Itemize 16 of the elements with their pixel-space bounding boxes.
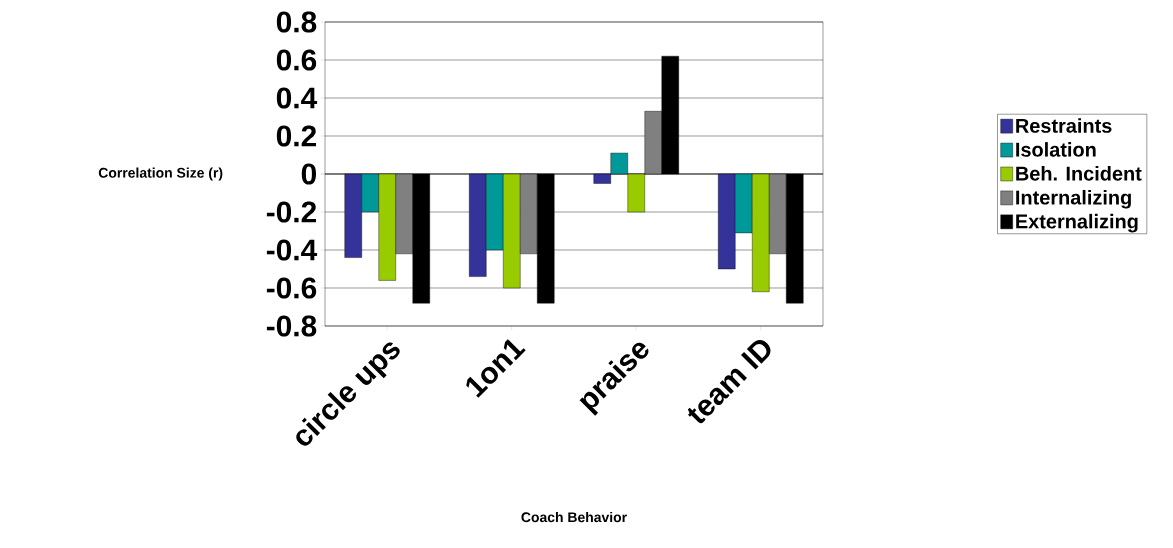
legend-label: Internalizing: [1016, 189, 1131, 209]
y-axis-title: Correlation Size (r): [98, 167, 223, 181]
y-tick-label: 0.8: [276, 11, 317, 33]
y-tick-label: 0.4: [276, 87, 318, 109]
legend-label: Externalizing: [1016, 213, 1138, 233]
legend-label: Restraints: [1016, 118, 1112, 133]
legend-label: Isolation: [1016, 142, 1096, 157]
legend-label: Beh. Incident: [1016, 166, 1142, 181]
y-tick-label: -0.6: [266, 277, 317, 299]
x-axis-title: Coach Behavior: [521, 511, 627, 523]
y-tick-label: 0.2: [276, 125, 317, 147]
y-tick-label: -0.4: [266, 239, 318, 261]
y-tick-label: -0.2: [266, 201, 317, 223]
y-tick-label: 0.6: [276, 49, 317, 71]
y-tick-label: -0.8: [266, 315, 317, 337]
y-tick-label: 0: [301, 163, 316, 185]
